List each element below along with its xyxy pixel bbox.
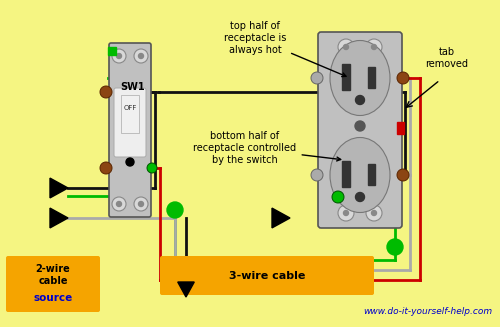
Polygon shape (178, 282, 194, 297)
Bar (397, 122, 404, 134)
FancyBboxPatch shape (109, 43, 151, 217)
Circle shape (100, 162, 112, 174)
Text: OFF: OFF (124, 105, 136, 111)
Circle shape (112, 197, 126, 211)
Text: www.do-it-yourself-help.com: www.do-it-yourself-help.com (363, 307, 492, 316)
FancyBboxPatch shape (6, 256, 100, 312)
Circle shape (167, 202, 183, 218)
Bar (342, 161, 350, 187)
Ellipse shape (330, 41, 390, 115)
Circle shape (397, 72, 409, 84)
Bar (342, 64, 350, 90)
Ellipse shape (356, 193, 364, 201)
Circle shape (372, 211, 376, 215)
Circle shape (100, 86, 112, 98)
Circle shape (311, 72, 323, 84)
Text: 2-wire
cable: 2-wire cable (36, 264, 70, 286)
Polygon shape (50, 208, 68, 228)
Ellipse shape (330, 137, 390, 213)
Bar (108, 47, 116, 55)
Circle shape (355, 121, 365, 131)
Circle shape (138, 201, 143, 206)
Text: tab
removed: tab removed (426, 47, 469, 69)
Text: SW1: SW1 (120, 82, 146, 92)
Bar (368, 67, 375, 88)
Circle shape (366, 39, 382, 55)
Circle shape (372, 44, 376, 49)
Circle shape (116, 201, 121, 206)
Circle shape (344, 211, 348, 215)
Circle shape (387, 239, 403, 255)
Circle shape (366, 205, 382, 221)
FancyBboxPatch shape (114, 88, 146, 157)
Bar (121, 95, 139, 133)
Circle shape (332, 191, 344, 203)
FancyBboxPatch shape (160, 256, 374, 295)
Text: source: source (34, 293, 72, 303)
Text: top half of
receptacle is
always hot: top half of receptacle is always hot (224, 21, 346, 77)
Polygon shape (50, 178, 68, 198)
Circle shape (112, 49, 126, 63)
FancyBboxPatch shape (318, 32, 402, 228)
Text: bottom half of
receptacle controlled
by the switch: bottom half of receptacle controlled by … (194, 131, 340, 164)
Circle shape (116, 54, 121, 59)
Circle shape (147, 163, 157, 173)
Circle shape (338, 39, 354, 55)
Text: 3-wire cable: 3-wire cable (229, 271, 305, 281)
Bar (368, 164, 375, 185)
Polygon shape (272, 208, 290, 228)
Circle shape (311, 169, 323, 181)
Circle shape (338, 205, 354, 221)
Circle shape (397, 169, 409, 181)
Circle shape (126, 158, 134, 166)
Circle shape (134, 49, 148, 63)
Ellipse shape (356, 95, 364, 105)
Circle shape (134, 197, 148, 211)
Circle shape (344, 44, 348, 49)
Circle shape (138, 54, 143, 59)
